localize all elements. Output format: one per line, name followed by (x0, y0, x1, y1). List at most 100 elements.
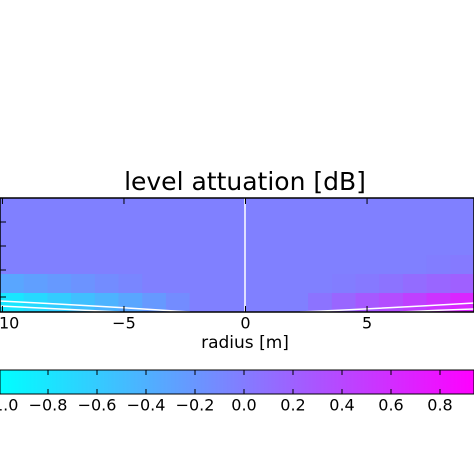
heatmap-cell (71, 255, 96, 275)
heatmap-cell (142, 255, 167, 275)
heatmap-cell (284, 217, 309, 237)
heatmap-cell (165, 274, 191, 294)
heatmap-cell (213, 255, 238, 275)
x-tick-label: −10 (0, 314, 19, 333)
heatmap-cell (402, 198, 428, 218)
heatmap-cell (308, 274, 333, 294)
heatmap-cell (189, 274, 214, 294)
heatmap-cell (94, 293, 119, 313)
heatmap-cell (165, 255, 191, 275)
heatmap-cell (379, 198, 404, 218)
heatmap-cell (260, 217, 285, 237)
heatmap-cell (237, 217, 262, 237)
colorbar-tick-label: 0.0 (231, 396, 256, 415)
heatmap-cell (71, 236, 96, 256)
heatmap-cell (308, 217, 333, 237)
heatmap-cell (355, 274, 380, 294)
heatmap-cell (426, 255, 451, 275)
heatmap-cell (47, 255, 72, 275)
y-ticks (0, 221, 6, 298)
heatmap-cell (94, 198, 119, 218)
plot-frame (0, 197, 474, 313)
heatmap-cell (260, 236, 285, 256)
heatmap-cell (213, 217, 238, 237)
heatmap-cell (71, 274, 96, 294)
heatmap-cell (450, 293, 474, 313)
heatmap-cell (23, 274, 48, 294)
heatmap-cell (23, 255, 48, 275)
heatmap-cell (237, 255, 262, 275)
heatmap-cell (94, 255, 119, 275)
heatmap-cell (47, 198, 72, 218)
colorbar-tick-label: 0.2 (280, 396, 305, 415)
heatmap-cell (260, 198, 285, 218)
colorbar-tick-label: 0.8 (427, 396, 452, 415)
heatmap-cell (165, 236, 191, 256)
heatmap-cell (426, 217, 451, 237)
heatmap-cell (47, 274, 72, 294)
heatmap (0, 198, 474, 313)
heatmap-cell (284, 236, 309, 256)
heatmap-cell (284, 274, 309, 294)
heatmap-cell (71, 198, 96, 218)
colorbar-tick-label: −0.8 (29, 396, 68, 415)
heatmap-cell (0, 255, 25, 275)
heatmap-cell (0, 198, 25, 218)
heatmap-cell (260, 255, 285, 275)
heatmap-cell (355, 217, 380, 237)
heatmap-cell (308, 236, 333, 256)
heatmap-cell (260, 274, 285, 294)
heatmap-cell (47, 236, 72, 256)
heatmap-cell (426, 236, 451, 256)
heatmap-cell (450, 274, 474, 294)
heatmap-cell (118, 293, 143, 313)
heatmap-cell (0, 217, 25, 237)
x-tick-label: 5 (362, 314, 372, 333)
heatmap-cell (0, 274, 25, 294)
colorbar-tick-label: −0.6 (78, 396, 117, 415)
heatmap-cell (284, 255, 309, 275)
heatmap-cell (118, 255, 143, 275)
heatmap-cell (165, 198, 191, 218)
x-axis-label: radius [m] (201, 333, 289, 353)
heatmap-cell (379, 293, 404, 313)
heatmap-cell (23, 217, 48, 237)
heatmap-cell (189, 236, 214, 256)
colorbar-tick-label: 0.6 (378, 396, 403, 415)
heatmap-cell (47, 293, 72, 313)
heatmap-cell (189, 293, 214, 313)
colorbar (0, 369, 474, 395)
heatmap-cell (308, 255, 333, 275)
heatmap-cell (450, 217, 474, 237)
heatmap-cell (23, 236, 48, 256)
heatmap-cell (402, 274, 428, 294)
heatmap-cell (165, 293, 191, 313)
colorbar-tick-label: −1.0 (0, 396, 18, 415)
heatmap-cell (237, 236, 262, 256)
heatmap-cell (402, 255, 428, 275)
heatmap-cell (450, 236, 474, 256)
heatmap-cell (426, 198, 451, 218)
heatmap-cell (379, 274, 404, 294)
heatmap-cell (450, 198, 474, 218)
heatmap-cell (237, 293, 262, 313)
colorbar-tick-label: 0.4 (329, 396, 354, 415)
heatmap-cell (47, 217, 72, 237)
heatmap-cell (142, 236, 167, 256)
heatmap-cell (379, 255, 404, 275)
heatmap-cell (71, 217, 96, 237)
heatmap-cell (142, 293, 167, 313)
heatmap-cell (450, 255, 474, 275)
heatmap-cell (118, 198, 143, 218)
colorbar-tick-label: −0.2 (176, 396, 215, 415)
heatmap-cell (142, 217, 167, 237)
heatmap-cell (142, 198, 167, 218)
heatmap-cell (402, 293, 428, 313)
heatmap-cell (331, 198, 356, 218)
heatmap-cell (237, 274, 262, 294)
heatmap-cell (118, 217, 143, 237)
heatmap-cell (379, 217, 404, 237)
heatmap-cell (402, 217, 428, 237)
heatmap-cell (165, 217, 191, 237)
